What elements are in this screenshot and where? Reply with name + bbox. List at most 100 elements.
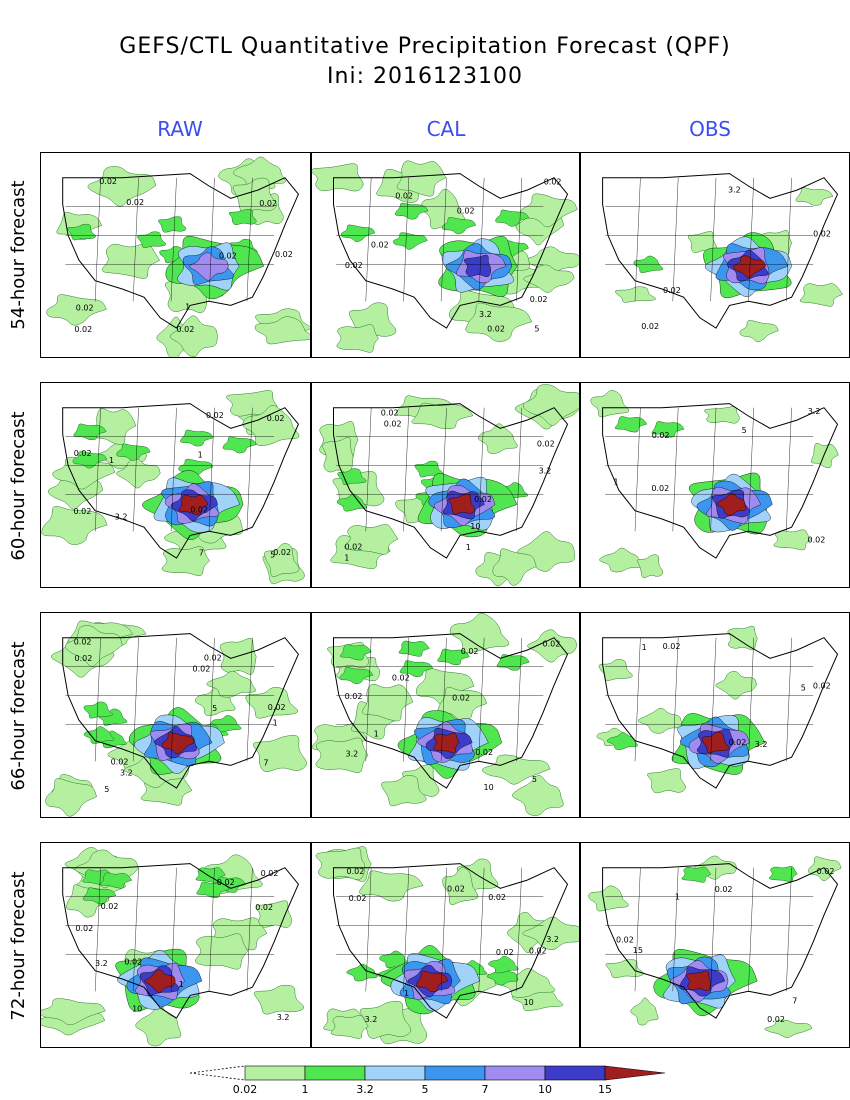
precipitation-colorbar: 0.02 1 3.2 5 7 10 15 bbox=[190, 1065, 666, 1096]
colorbar-tick-label: 10 bbox=[538, 1083, 552, 1096]
contour-label: 0.02 bbox=[813, 230, 831, 239]
state-border bbox=[170, 407, 177, 532]
contour-label: 3.2 bbox=[539, 467, 552, 476]
contour-label: 0.02 bbox=[74, 637, 92, 646]
column-heading-raw: RAW bbox=[157, 117, 203, 141]
contour-label: 3.2 bbox=[120, 768, 133, 777]
contour-label: 0.02 bbox=[74, 325, 92, 334]
us-outline bbox=[62, 863, 299, 1019]
contour-label: 0.02 bbox=[275, 250, 293, 259]
us-outline bbox=[602, 633, 839, 789]
contour-label: 0.02 bbox=[345, 692, 363, 701]
light-precip-area bbox=[169, 315, 218, 357]
contour-label: 0.02 bbox=[126, 198, 144, 207]
light-precip-area bbox=[41, 998, 106, 1026]
state-border bbox=[365, 407, 372, 532]
light-precip-area bbox=[795, 187, 834, 206]
state-border bbox=[208, 637, 215, 762]
row-heading-60h: 60-hour forecast bbox=[8, 411, 29, 561]
contour-label: 3.2 bbox=[546, 935, 559, 944]
contour-label: 0.02 bbox=[641, 322, 659, 331]
qpf-map-panel-r0-c1: 0.02 0.02 0.02 0.02 0.02 0.02 0.02 3.2 5 bbox=[311, 152, 580, 358]
light-precip-area bbox=[254, 316, 310, 345]
contour-label: 0.02 bbox=[101, 902, 119, 911]
contour-label: 5 bbox=[104, 785, 109, 794]
qpf-map-svg: 0.02 0.02 0.02 0.02 0.02 3.2 10 1 1 bbox=[319, 384, 579, 587]
contour-label: 0.02 bbox=[461, 647, 479, 656]
row-heading-54h: 54-hour forecast bbox=[8, 180, 29, 330]
contour-label: 0.02 bbox=[544, 178, 562, 187]
colorbar-swatch bbox=[364, 1065, 426, 1081]
contour-label: 3.2 bbox=[277, 1013, 290, 1022]
contour-label: 3.2 bbox=[95, 959, 108, 968]
state-border bbox=[710, 867, 717, 992]
contour-label: 0.02 bbox=[217, 878, 235, 887]
state-border bbox=[786, 177, 792, 302]
contour-label: 0.02 bbox=[76, 304, 94, 313]
contour-label: 5 bbox=[270, 551, 275, 560]
light-precip-area bbox=[492, 548, 537, 586]
qpf-map-panel-r3-c0: 0.02 0.02 0.02 0.02 0.02 1 3.2 10 3.2 0.02 bbox=[40, 842, 311, 1048]
light-precip-area bbox=[315, 737, 369, 774]
contour-label: 0.02 bbox=[345, 261, 363, 270]
contour-label: 1 bbox=[675, 892, 680, 901]
state-border bbox=[634, 177, 641, 302]
contour-label: 7 bbox=[263, 758, 268, 767]
moderate-precip-area bbox=[83, 701, 113, 719]
contour-label: 0.02 bbox=[384, 419, 402, 428]
qpf-map-panel-r1-c1: 0.02 0.02 0.02 0.02 0.02 3.2 10 1 1 bbox=[311, 382, 580, 588]
state-border bbox=[403, 637, 410, 762]
colorbar-swatch bbox=[544, 1065, 606, 1081]
contour-label: 10 bbox=[132, 1005, 142, 1014]
contour-label: 0.02 bbox=[487, 324, 505, 333]
state-border bbox=[748, 637, 754, 762]
state-border bbox=[365, 637, 372, 762]
colorbar-swatch bbox=[244, 1065, 306, 1081]
light-precip-area bbox=[344, 524, 399, 555]
moderate-precip-area bbox=[336, 494, 368, 512]
contour-label: 1 bbox=[642, 643, 647, 652]
state-border bbox=[516, 867, 523, 992]
moderate-precip-area bbox=[157, 216, 187, 233]
state-border bbox=[403, 177, 410, 302]
light-precip-area bbox=[449, 613, 510, 654]
moderate-precip-area bbox=[180, 429, 214, 447]
light-precip-area bbox=[605, 959, 644, 979]
state-border bbox=[478, 637, 485, 762]
colorbar-tick-label: 1 bbox=[302, 1083, 309, 1096]
contour-label: 0.02 bbox=[537, 440, 555, 449]
contour-label: 0.02 bbox=[219, 251, 237, 260]
moderate-precip-area bbox=[441, 217, 477, 235]
row-heading-72h: 72-hour forecast bbox=[8, 871, 29, 1021]
figure-subtitle: Ini: 2016123100 bbox=[327, 64, 523, 89]
contour-label: 5 bbox=[532, 775, 537, 784]
moderate-precip-area bbox=[73, 423, 107, 441]
colorbar-swatch bbox=[484, 1065, 546, 1081]
contour-label: 0.02 bbox=[268, 703, 286, 712]
moderate-precip-area bbox=[681, 866, 712, 883]
state-border bbox=[246, 177, 253, 302]
state-border bbox=[170, 867, 177, 992]
qpf-map-svg: 0.02 0.02 0.02 0.02 0.02 1 3.2 5 7 0.02 1 bbox=[41, 390, 305, 585]
light-precip-area bbox=[810, 442, 839, 469]
light-precip-area bbox=[396, 160, 447, 197]
contour-label: 0.02 bbox=[206, 411, 224, 420]
qpf-map-panel-r2-c2: 0.02 0.02 0.02 1 5 3.2 bbox=[580, 612, 850, 818]
moderate-precip-area bbox=[392, 232, 428, 250]
light-precip-area bbox=[101, 243, 161, 279]
contour-label: 0.02 bbox=[75, 654, 93, 663]
qpf-map-svg: 0.02 0.02 0.02 1 15 7 0.02 bbox=[588, 855, 842, 1038]
contour-label: 0.02 bbox=[496, 948, 514, 957]
figure-title: GEFS/CTL Quantitative Precipitation Fore… bbox=[119, 34, 731, 59]
state-border bbox=[478, 867, 485, 992]
state-border bbox=[748, 177, 754, 302]
contour-label: 3.2 bbox=[346, 749, 359, 758]
colorbar-tick-label: 15 bbox=[598, 1083, 612, 1096]
contour-label: 3.2 bbox=[808, 407, 821, 416]
light-precip-area bbox=[497, 968, 556, 998]
light-precip-area bbox=[330, 1015, 369, 1039]
light-precip-area bbox=[381, 775, 427, 807]
light-precip-area bbox=[252, 734, 307, 773]
contour-label: 0.02 bbox=[651, 484, 669, 493]
contour-label: 0.02 bbox=[817, 867, 835, 876]
